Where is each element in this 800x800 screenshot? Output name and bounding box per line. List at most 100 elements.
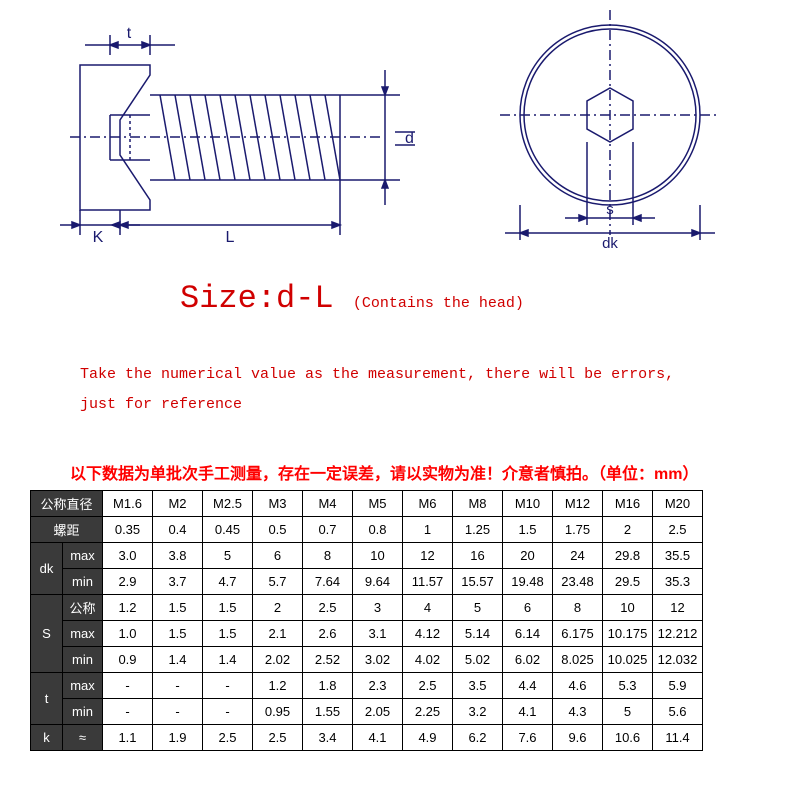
cell: 2 [253, 595, 303, 621]
cell: - [153, 699, 203, 725]
hdr-min: min [63, 569, 103, 595]
row-k: k ≈ 1.1 1.9 2.5 2.5 3.4 4.1 4.9 6.2 7.6 … [31, 725, 703, 751]
hdr-t: t [31, 673, 63, 725]
hdr-diameter: 公称直径 [31, 491, 103, 517]
row-pitch: 螺距 0.35 0.4 0.45 0.5 0.7 0.8 1 1.25 1.5 … [31, 517, 703, 543]
cell: M16 [603, 491, 653, 517]
cell: 0.95 [253, 699, 303, 725]
cell: 1.5 [203, 595, 253, 621]
cell: 3 [353, 595, 403, 621]
row-s-max: max 1.0 1.5 1.5 2.1 2.6 3.1 4.12 5.14 6.… [31, 621, 703, 647]
cell: 4.7 [203, 569, 253, 595]
cell: 7.6 [503, 725, 553, 751]
cell: 1.5 [503, 517, 553, 543]
hdr-nominal: 公称 [63, 595, 103, 621]
cell: - [103, 699, 153, 725]
cell: - [203, 699, 253, 725]
cell: 12.032 [653, 647, 703, 673]
cell: 19.48 [503, 569, 553, 595]
size-title-sub: (Contains the head) [353, 295, 524, 312]
hdr-approx: ≈ [63, 725, 103, 751]
cell: 29.8 [603, 543, 653, 569]
cell: M5 [353, 491, 403, 517]
cell: 0.4 [153, 517, 203, 543]
cell: 6 [503, 595, 553, 621]
cell: 4.12 [403, 621, 453, 647]
cell: 5.02 [453, 647, 503, 673]
cell: 4.4 [503, 673, 553, 699]
cell: 2.1 [253, 621, 303, 647]
cell: 1.4 [153, 647, 203, 673]
hdr-max: max [63, 621, 103, 647]
cell: 16 [453, 543, 503, 569]
cell: M6 [403, 491, 453, 517]
cell: 5 [203, 543, 253, 569]
screw-diagram-svg: t [0, 0, 800, 250]
cell: 9.64 [353, 569, 403, 595]
cell: 29.5 [603, 569, 653, 595]
cell: 5 [603, 699, 653, 725]
cell: 4.9 [403, 725, 453, 751]
cell: 6.14 [503, 621, 553, 647]
label-t: t [127, 25, 132, 42]
cell: M10 [503, 491, 553, 517]
cell: 4.3 [553, 699, 603, 725]
cell: M8 [453, 491, 503, 517]
cell: 12 [653, 595, 703, 621]
cell: 1.55 [303, 699, 353, 725]
cell: 6.175 [553, 621, 603, 647]
cell: 4.1 [353, 725, 403, 751]
cell: M12 [553, 491, 603, 517]
cell: 9.6 [553, 725, 603, 751]
cell: 2.6 [303, 621, 353, 647]
hdr-s: S [31, 595, 63, 673]
cell: 4.6 [553, 673, 603, 699]
cell: 11.4 [653, 725, 703, 751]
cell: - [203, 673, 253, 699]
row-s-nominal: S 公称 1.2 1.5 1.5 2 2.5 3 4 5 6 8 10 12 [31, 595, 703, 621]
row-dk-min: min 2.9 3.7 4.7 5.7 7.64 9.64 11.57 15.5… [31, 569, 703, 595]
size-title: Size:d-L (Contains the head) [180, 280, 524, 317]
cell: M2.5 [203, 491, 253, 517]
cell: 2.5 [253, 725, 303, 751]
cell: 6.2 [453, 725, 503, 751]
cell: 3.0 [103, 543, 153, 569]
reference-note: Take the numerical value as the measurem… [80, 360, 674, 420]
cell: 4 [403, 595, 453, 621]
spec-table: 公称直径 M1.6 M2 M2.5 M3 M4 M5 M6 M8 M10 M12… [30, 490, 703, 751]
cell: 12.212 [653, 621, 703, 647]
row-t-min: min - - - 0.95 1.55 2.05 2.25 3.2 4.1 4.… [31, 699, 703, 725]
cell: 0.8 [353, 517, 403, 543]
cell: 4.1 [503, 699, 553, 725]
cell: 23.48 [553, 569, 603, 595]
cell: 7.64 [303, 569, 353, 595]
cell: 1 [403, 517, 453, 543]
cell: M20 [653, 491, 703, 517]
cell: 1.9 [153, 725, 203, 751]
cell: 35.5 [653, 543, 703, 569]
technical-diagram: t [0, 0, 800, 250]
cell: 1.5 [153, 621, 203, 647]
cell: 2.5 [653, 517, 703, 543]
cell: - [153, 673, 203, 699]
cell: 6.02 [503, 647, 553, 673]
cell: 11.57 [403, 569, 453, 595]
cell: 0.35 [103, 517, 153, 543]
cell: 5.6 [653, 699, 703, 725]
row-diameter: 公称直径 M1.6 M2 M2.5 M3 M4 M5 M6 M8 M10 M12… [31, 491, 703, 517]
reference-line-2: just for reference [80, 390, 674, 420]
cell: M3 [253, 491, 303, 517]
hdr-k: k [31, 725, 63, 751]
cell: 1.2 [103, 595, 153, 621]
cell: 35.3 [653, 569, 703, 595]
cell: 3.1 [353, 621, 403, 647]
cell: 2.05 [353, 699, 403, 725]
cell: 5.14 [453, 621, 503, 647]
cell: 10.175 [603, 621, 653, 647]
size-title-main: Size:d-L [180, 280, 334, 317]
cell: 3.5 [453, 673, 503, 699]
cell: 2.3 [353, 673, 403, 699]
cell: 1.5 [203, 621, 253, 647]
cell: 3.8 [153, 543, 203, 569]
hdr-min: min [63, 647, 103, 673]
